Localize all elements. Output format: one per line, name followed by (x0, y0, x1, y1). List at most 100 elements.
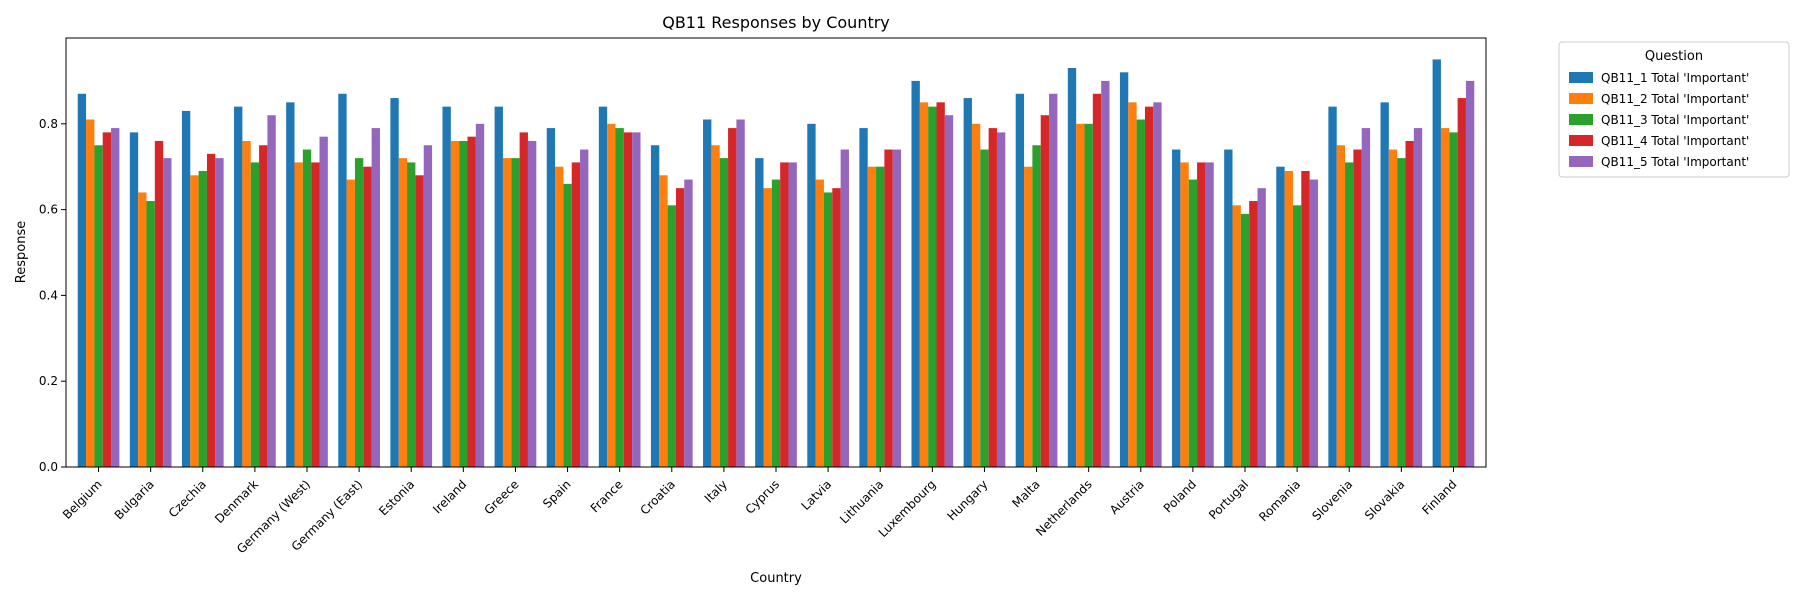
bar (190, 175, 199, 467)
bar (944, 115, 954, 467)
bar (1119, 72, 1129, 467)
x-tick-label: Hungary (944, 477, 990, 523)
bar (667, 205, 676, 467)
bar (736, 119, 745, 467)
x-tick-label: Ireland (430, 477, 469, 516)
bar (346, 179, 355, 467)
legend-label: QB11_3 Total 'Important' (1601, 113, 1749, 127)
bar (840, 149, 849, 468)
bar (1015, 93, 1025, 468)
bar (1249, 201, 1258, 467)
x-tick-label: Finland (1419, 477, 1459, 517)
bar (780, 162, 789, 467)
bar (1432, 59, 1441, 467)
x-tick-label: Greece (481, 477, 521, 517)
bar (1328, 106, 1337, 467)
x-axis-label: Country (750, 571, 802, 586)
bar (719, 158, 729, 467)
bar (371, 128, 380, 467)
bar (728, 128, 737, 467)
x-tick-label: Lithuania (837, 477, 886, 526)
bar (659, 175, 668, 467)
x-tick-label: France (588, 477, 626, 515)
x-tick-label: Cyprus (743, 477, 783, 517)
bar (206, 153, 216, 467)
x-tick-label: Czechia (166, 477, 209, 520)
bar (215, 158, 224, 467)
bar (1440, 128, 1450, 467)
bar (1345, 162, 1354, 467)
bar (711, 145, 720, 467)
legend-label: QB11_2 Total 'Important' (1601, 92, 1749, 106)
bar (77, 93, 87, 468)
bar (1240, 213, 1250, 467)
y-tick-label: 0.0 (39, 460, 58, 474)
x-tick-label: Spain (540, 477, 574, 511)
bar (892, 149, 902, 468)
bar (86, 119, 95, 467)
bar (988, 128, 997, 467)
bar (859, 128, 868, 467)
bar (1180, 162, 1189, 467)
bar (467, 136, 476, 468)
bar (832, 188, 841, 467)
bar (650, 145, 660, 467)
bar (163, 158, 172, 467)
y-tick-label: 0.8 (39, 117, 58, 131)
bar (971, 123, 981, 468)
bar (398, 158, 408, 467)
bar (598, 106, 608, 467)
bar (555, 166, 564, 467)
bar (94, 145, 103, 467)
bar (607, 123, 616, 468)
bar (928, 106, 937, 467)
bar (919, 102, 929, 467)
legend-label: QB11_4 Total 'Important' (1601, 134, 1749, 148)
x-tick-label: Romania (1256, 477, 1303, 524)
bar (1380, 102, 1389, 467)
x-tick-label: Austria (1107, 477, 1147, 517)
x-tick-label: Estonia (376, 477, 417, 518)
bar (807, 123, 816, 468)
bar (1292, 205, 1302, 467)
bar (363, 166, 372, 467)
bar (1361, 128, 1371, 467)
bar (154, 140, 164, 467)
bar (1092, 93, 1102, 468)
bar (259, 145, 268, 467)
bar (1276, 166, 1285, 467)
bar (1388, 149, 1398, 468)
legend: Question QB11_1 Total 'Important' QB11_2 … (1558, 41, 1790, 178)
bar (675, 188, 685, 467)
legend-swatch (1569, 72, 1593, 83)
bar (502, 158, 512, 467)
bar (1049, 93, 1058, 468)
x-tick-label: Slovenia (1309, 477, 1355, 523)
bar (1449, 132, 1458, 467)
x-tick-label: Croatia (637, 477, 677, 517)
bar (963, 98, 972, 467)
bar (302, 149, 312, 468)
y-tick-label: 0.2 (39, 374, 58, 388)
bar (442, 106, 451, 467)
bar (815, 179, 824, 467)
bar (354, 158, 364, 467)
bar (1232, 205, 1241, 467)
bar (459, 140, 468, 467)
bar (615, 128, 624, 467)
bar (1457, 98, 1466, 467)
bar (771, 179, 781, 467)
bar (684, 179, 693, 467)
bar (632, 132, 641, 467)
bar (1084, 123, 1093, 468)
bar (1128, 102, 1137, 467)
bar (884, 149, 893, 468)
bar (1188, 179, 1198, 467)
y-axis: 0.0 0.2 0.4 0.6 0.8 (39, 117, 66, 474)
bar (286, 102, 295, 467)
bar (1197, 162, 1206, 467)
bar (703, 119, 712, 467)
